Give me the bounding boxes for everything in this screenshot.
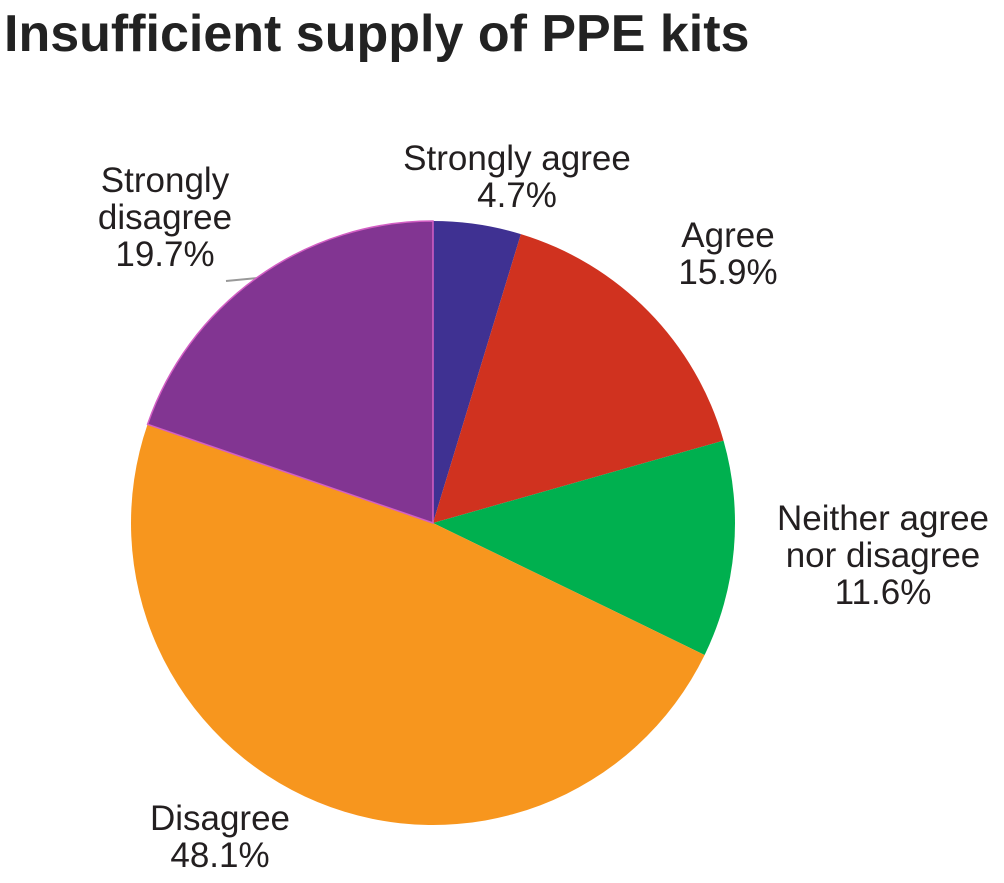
chart-title: Insufficient supply of PPE kits — [4, 5, 750, 63]
category-label: Agree — [681, 216, 775, 255]
pie-slice — [433, 221, 521, 523]
slice-label: Strongly agree 4.7% — [367, 140, 667, 214]
slice-label: Neither agree nor disagree 11.6% — [758, 500, 1004, 611]
pie-slice — [433, 440, 735, 656]
pie-slice — [131, 424, 705, 825]
value-label: 11.6% — [834, 573, 932, 612]
pie-slice — [146, 220, 434, 525]
slice-label: Disagree 48.1% — [120, 800, 320, 874]
category-label: Disagree — [149, 799, 291, 838]
category-label: Strongly agree — [403, 139, 631, 178]
value-label: 15.9% — [678, 253, 778, 292]
slice-label: Agree 15.9% — [628, 217, 828, 291]
pie-slice — [433, 234, 724, 523]
value-label: 48.1% — [170, 836, 270, 875]
value-label: 4.7% — [477, 176, 557, 215]
category-label: Neither agree nor disagree — [776, 499, 990, 575]
slice-label: Strongly disagree 19.7% — [80, 162, 250, 273]
value-label: 19.7% — [115, 235, 215, 274]
category-label: Strongly disagree — [97, 161, 233, 237]
leader-line — [225, 277, 259, 282]
